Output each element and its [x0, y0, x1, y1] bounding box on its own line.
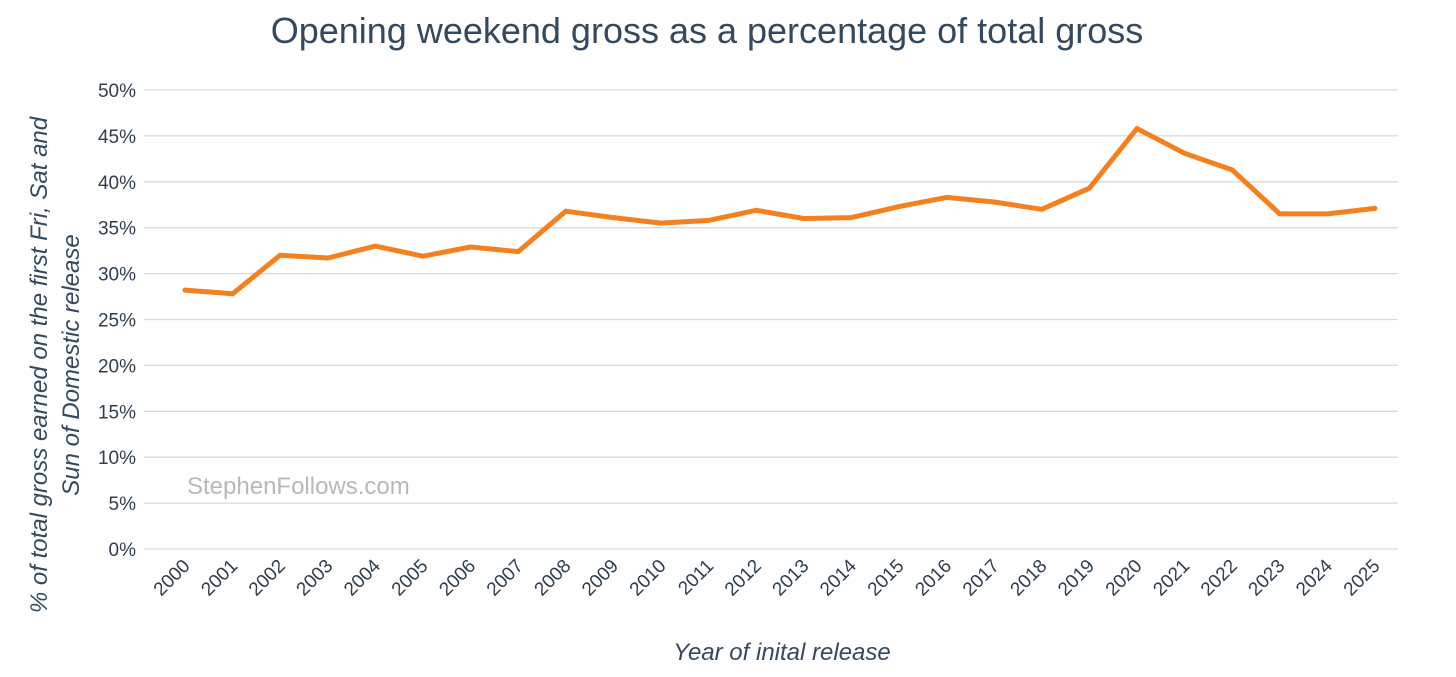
x-tick-label: 2023 [1245, 556, 1290, 601]
data-point [753, 207, 759, 213]
x-tick-label: 2020 [1102, 556, 1147, 601]
x-tick-label: 2024 [1292, 555, 1337, 600]
x-tick-label: 2025 [1340, 556, 1385, 601]
x-tick-label: 2016 [911, 556, 956, 601]
data-point [325, 255, 331, 261]
x-axis-ticks: 2000 2001 2002 2003 2004 2005 2006 2007 2008 2009… [150, 555, 1385, 600]
x-tick-label: 2014 [816, 555, 861, 600]
data-point [991, 199, 997, 205]
gridlines [144, 89, 1398, 550]
x-tick-label: 2001 [197, 556, 242, 601]
data-point [563, 208, 569, 214]
data-point [420, 253, 426, 259]
data-point [896, 204, 902, 209]
y-tick-label: 10% [98, 448, 136, 469]
data-point [944, 195, 949, 200]
data-point [1134, 126, 1140, 131]
x-tick-label: 2007 [483, 556, 528, 601]
data-point [230, 291, 236, 297]
data-point [277, 252, 283, 258]
x-tick-label: 2003 [293, 556, 338, 601]
y-tick-label: 45% [98, 127, 136, 148]
data-point [468, 244, 473, 250]
y-tick-label: 40% [98, 173, 136, 194]
y-tick-label: 25% [98, 311, 136, 332]
data-point [1039, 206, 1045, 212]
data-point [1229, 167, 1235, 173]
x-tick-label: 2015 [864, 556, 909, 601]
data-point [1277, 211, 1283, 217]
x-tick-label: 2012 [721, 556, 766, 601]
data-point [515, 249, 521, 254]
x-tick-label: 2005 [388, 556, 433, 601]
x-tick-label: 2010 [626, 556, 671, 601]
data-point [1087, 185, 1092, 191]
data-point [1182, 150, 1187, 156]
series-line-0 [182, 126, 1378, 297]
series-layer [182, 126, 1378, 297]
x-tick-label: 2017 [959, 556, 1004, 601]
y-tick-label: 15% [98, 402, 136, 423]
data-point [849, 215, 854, 221]
data-point [1372, 206, 1378, 211]
x-tick-label: 2019 [1054, 556, 1099, 601]
x-tick-label: 2013 [769, 556, 814, 601]
x-axis-label: Year of inital release [673, 639, 890, 666]
chart-title: Opening weekend gross as a percentage of… [271, 10, 1144, 51]
x-tick-label: 2011 [674, 556, 718, 600]
x-tick-label: 2004 [340, 555, 385, 600]
x-tick-label: 2006 [435, 556, 480, 601]
y-tick-label: 50% [98, 81, 136, 102]
x-tick-label: 2008 [531, 556, 576, 601]
data-point [611, 215, 616, 221]
x-tick-label: 2018 [1007, 556, 1052, 601]
data-point [1325, 211, 1330, 217]
data-point [658, 220, 664, 226]
y-tick-label: 0% [109, 540, 137, 561]
y-tick-label: 30% [98, 265, 136, 286]
data-point [801, 216, 807, 221]
x-tick-label: 2002 [245, 556, 290, 601]
y-axis-label-line-2: Sun of Domestic release [58, 234, 85, 495]
y-axis-label-line-1: % of total gross earned on the first Fri… [26, 116, 53, 613]
x-tick-label: 2009 [578, 556, 623, 601]
y-tick-label: 35% [98, 219, 136, 240]
y-tick-label: 20% [98, 356, 136, 377]
data-point [706, 217, 711, 223]
y-tick-label: 5% [109, 494, 137, 515]
data-point [182, 287, 188, 293]
x-tick-label: 2000 [150, 556, 195, 601]
data-point [373, 243, 378, 249]
x-tick-label: 2021 [1149, 556, 1194, 601]
y-axis-label: % of total gross earned on the first Fri… [26, 116, 85, 613]
y-axis-ticks: 0% 5% 10% 15% 20% 25% 30% 35% 40% 45% 50% [98, 81, 136, 561]
x-tick-label: 2022 [1197, 556, 1242, 601]
watermark-text: StephenFollows.com [187, 473, 410, 500]
